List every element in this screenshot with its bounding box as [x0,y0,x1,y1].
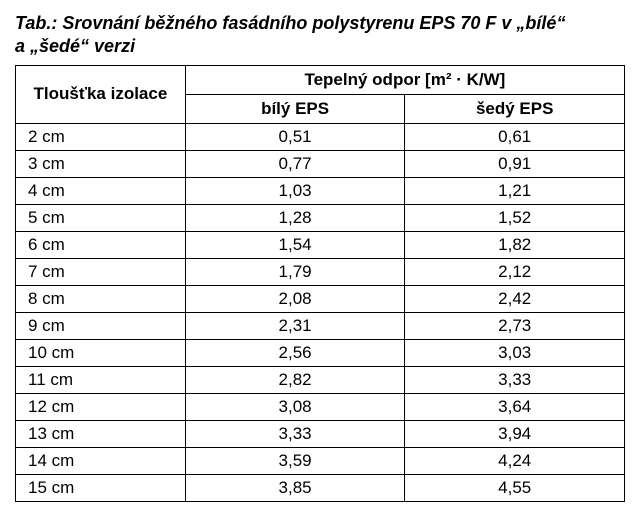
cell-white-eps: 3,33 [185,420,405,447]
cell-grey-eps: 2,42 [405,285,625,312]
table-row: 6 cm1,541,82 [16,231,625,258]
cell-grey-eps: 3,64 [405,393,625,420]
cell-thickness: 12 cm [16,393,186,420]
cell-white-eps: 1,03 [185,177,405,204]
cell-grey-eps: 1,82 [405,231,625,258]
caption-line2: a „šedé“ verzi [15,36,135,56]
table-row: 15 cm3,854,55 [16,474,625,501]
col-header-group: Tepelný odpor [m² · K/W] [185,65,624,94]
cell-grey-eps: 2,73 [405,312,625,339]
table-row: 3 cm0,770,91 [16,150,625,177]
cell-thickness: 7 cm [16,258,186,285]
table-caption: Tab.: Srovnání běžného fasádního polysty… [15,12,625,59]
cell-thickness: 8 cm [16,285,186,312]
cell-grey-eps: 3,03 [405,339,625,366]
caption-line1: Tab.: Srovnání běžného fasádního polysty… [15,13,565,33]
table-row: 12 cm3,083,64 [16,393,625,420]
table-row: 13 cm3,333,94 [16,420,625,447]
cell-white-eps: 3,59 [185,447,405,474]
table-header-row-1: Tloušťka izolace Tepelný odpor [m² · K/W… [16,65,625,94]
cell-thickness: 5 cm [16,204,186,231]
table-row: 14 cm3,594,24 [16,447,625,474]
cell-thickness: 4 cm [16,177,186,204]
cell-white-eps: 2,56 [185,339,405,366]
cell-thickness: 13 cm [16,420,186,447]
cell-white-eps: 1,54 [185,231,405,258]
col-header-thickness: Tloušťka izolace [16,65,186,123]
table-row: 5 cm1,281,52 [16,204,625,231]
cell-thickness: 2 cm [16,123,186,150]
table-row: 9 cm2,312,73 [16,312,625,339]
cell-thickness: 15 cm [16,474,186,501]
col-header-grey: šedý EPS [405,94,625,123]
cell-grey-eps: 0,61 [405,123,625,150]
cell-thickness: 10 cm [16,339,186,366]
table-row: 2 cm0,510,61 [16,123,625,150]
cell-white-eps: 0,77 [185,150,405,177]
table-row: 11 cm2,823,33 [16,366,625,393]
cell-thickness: 14 cm [16,447,186,474]
cell-grey-eps: 4,55 [405,474,625,501]
cell-white-eps: 1,79 [185,258,405,285]
table-row: 8 cm2,082,42 [16,285,625,312]
cell-white-eps: 2,31 [185,312,405,339]
cell-grey-eps: 1,21 [405,177,625,204]
cell-thickness: 6 cm [16,231,186,258]
cell-thickness: 3 cm [16,150,186,177]
cell-grey-eps: 1,52 [405,204,625,231]
table-row: 10 cm2,563,03 [16,339,625,366]
table-row: 7 cm1,792,12 [16,258,625,285]
cell-grey-eps: 4,24 [405,447,625,474]
cell-white-eps: 1,28 [185,204,405,231]
cell-grey-eps: 0,91 [405,150,625,177]
cell-white-eps: 2,82 [185,366,405,393]
cell-grey-eps: 3,33 [405,366,625,393]
table-body: 2 cm0,510,613 cm0,770,914 cm1,031,215 cm… [16,123,625,501]
cell-white-eps: 0,51 [185,123,405,150]
col-header-white: bílý EPS [185,94,405,123]
cell-grey-eps: 2,12 [405,258,625,285]
cell-thickness: 9 cm [16,312,186,339]
cell-white-eps: 3,08 [185,393,405,420]
cell-thickness: 11 cm [16,366,186,393]
cell-grey-eps: 3,94 [405,420,625,447]
table-row: 4 cm1,031,21 [16,177,625,204]
cell-white-eps: 3,85 [185,474,405,501]
eps-comparison-table: Tloušťka izolace Tepelný odpor [m² · K/W… [15,65,625,502]
cell-white-eps: 2,08 [185,285,405,312]
